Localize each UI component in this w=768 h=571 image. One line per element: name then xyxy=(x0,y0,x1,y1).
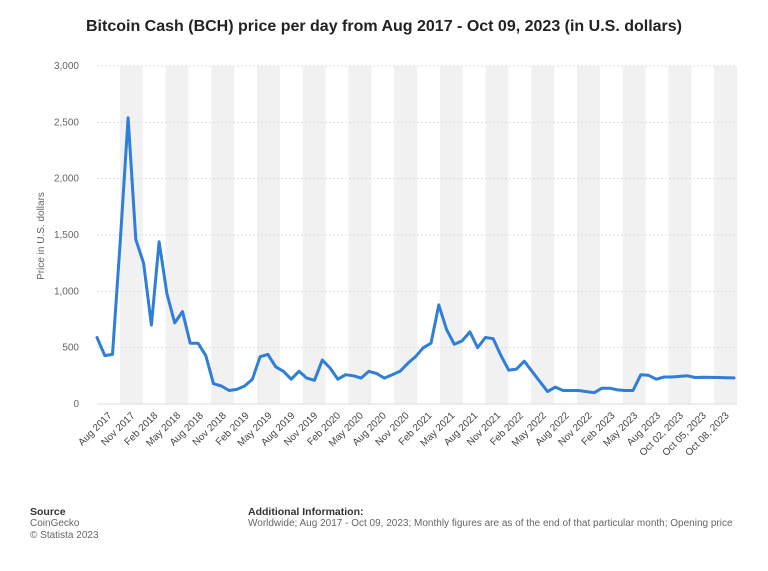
column-bands xyxy=(119,66,737,404)
series-line-bch xyxy=(95,116,736,395)
y-axis-label: Price in U.S. dollars xyxy=(36,192,47,280)
y-tick-label: 2,500 xyxy=(54,117,79,128)
column-band xyxy=(257,66,280,404)
y-tick-label: 1,000 xyxy=(54,286,79,297)
y-tick-label: 500 xyxy=(62,343,79,354)
chart-title: Bitcoin Cash (BCH) price per day from Au… xyxy=(86,18,682,35)
source-line: CoinGecko xyxy=(30,518,80,529)
footer-additional-info: Additional Information: Worldwide; Aug 2… xyxy=(248,506,748,530)
y-tick-label: 3,000 xyxy=(54,61,79,72)
y-tick-label: 1,500 xyxy=(54,230,79,241)
copyright-line: © Statista 2023 xyxy=(30,530,99,541)
column-band xyxy=(348,66,372,404)
y-axis-ticks: 0 500 1,000 1,500 2,000 2,500 3,000 xyxy=(54,61,79,410)
source-heading: Source xyxy=(30,506,66,518)
info-heading: Additional Information: xyxy=(248,506,364,518)
column-band xyxy=(439,66,463,404)
column-band xyxy=(577,66,600,404)
column-band xyxy=(668,66,692,404)
footer-source: Source CoinGecko © Statista 2023 xyxy=(30,506,99,542)
column-band xyxy=(119,66,143,404)
y-tick-label: 0 xyxy=(73,399,79,410)
y-tick-label: 2,000 xyxy=(54,174,79,185)
gridlines xyxy=(97,65,737,405)
info-text: Worldwide; Aug 2017 - Oct 09, 2023; Mont… xyxy=(248,518,733,529)
line-chart: 0 500 1,000 1,500 2,000 2,500 3,000 Aug 2017No… xyxy=(36,61,737,459)
